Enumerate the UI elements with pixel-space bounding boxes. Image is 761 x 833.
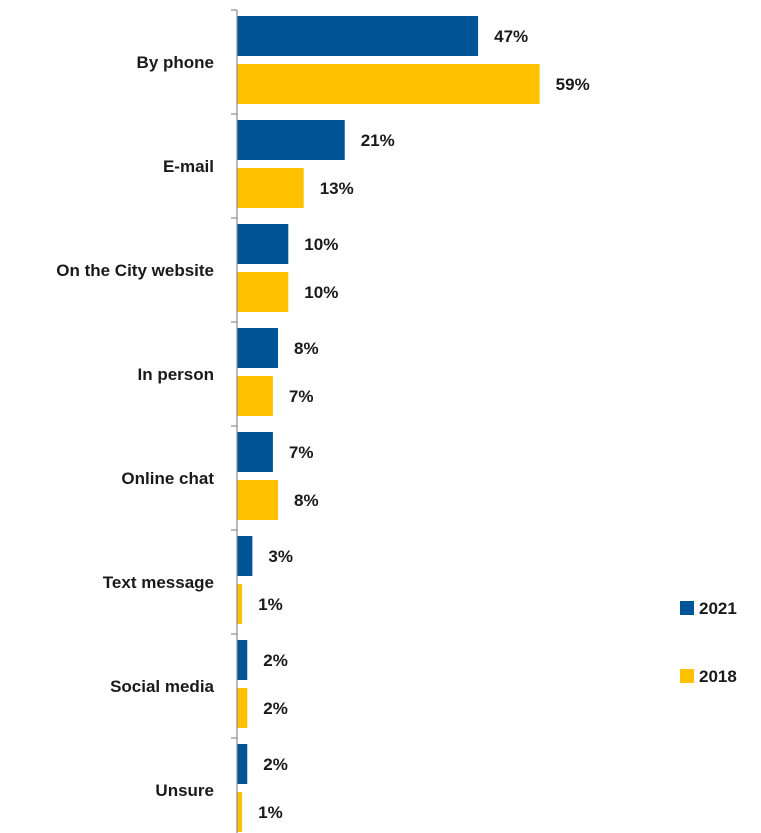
bar-unsure-2021 [237, 744, 248, 784]
value-label-on-the-city-website-2021: 10% [304, 235, 338, 254]
bar-e-mail-2018 [237, 168, 304, 208]
bar-text-message-2018 [237, 584, 243, 624]
value-label-online-chat-2021: 7% [289, 443, 314, 462]
legend: 2021 2018 [680, 599, 737, 686]
bar-unsure-2018 [237, 792, 243, 832]
value-label-text-message-2021: 3% [268, 547, 293, 566]
bar-social-media-2018 [237, 688, 248, 728]
value-label-unsure-2018: 1% [258, 803, 283, 822]
bar-online-chat-2021 [237, 432, 273, 472]
value-label-text-message-2018: 1% [258, 595, 283, 614]
bar-text-message-2021 [237, 536, 253, 576]
category-label-e-mail: E-mail [163, 157, 214, 176]
value-labels-layer: 47% 59% 21% 13% 10% 10% 8% 7% 7% 8% 3% 1% 2% 2% 2% 1% [258, 27, 590, 822]
value-label-e-mail-2021: 21% [361, 131, 395, 150]
bar-by-phone-2021 [237, 16, 479, 56]
value-label-social-media-2018: 2% [263, 699, 288, 718]
value-label-on-the-city-website-2018: 10% [304, 283, 338, 302]
y-axis [231, 9, 238, 833]
category-label-unsure: Unsure [155, 781, 214, 800]
legend-label-2018: 2018 [699, 667, 737, 686]
category-label-on-the-city-website: On the City website [56, 261, 214, 280]
bar-online-chat-2018 [237, 480, 279, 520]
bars-layer [237, 16, 540, 832]
value-label-online-chat-2018: 8% [294, 491, 319, 510]
value-label-social-media-2021: 2% [263, 651, 288, 670]
value-label-by-phone-2018: 59% [556, 75, 590, 94]
legend-swatch-2018 [680, 669, 694, 683]
category-label-by-phone: By phone [137, 53, 214, 72]
bar-on-the-city-website-2018 [237, 272, 289, 312]
bar-by-phone-2018 [237, 64, 540, 104]
category-label-in-person: In person [137, 365, 214, 384]
bar-e-mail-2021 [237, 120, 345, 160]
category-label-social-media: Social media [110, 677, 214, 696]
category-label-text-message: Text message [103, 573, 214, 592]
legend-label-2021: 2021 [699, 599, 737, 618]
bar-social-media-2021 [237, 640, 248, 680]
value-label-e-mail-2018: 13% [320, 179, 354, 198]
legend-swatch-2021 [680, 601, 694, 615]
value-label-in-person-2018: 7% [289, 387, 314, 406]
bar-in-person-2018 [237, 376, 273, 416]
value-label-by-phone-2021: 47% [494, 27, 528, 46]
bar-in-person-2021 [237, 328, 279, 368]
value-label-unsure-2021: 2% [263, 755, 288, 774]
bar-on-the-city-website-2021 [237, 224, 289, 264]
value-label-in-person-2021: 8% [294, 339, 319, 358]
category-labels-layer: By phone E-mail On the City website In pers… [56, 53, 214, 800]
category-label-online-chat: Online chat [121, 469, 214, 488]
